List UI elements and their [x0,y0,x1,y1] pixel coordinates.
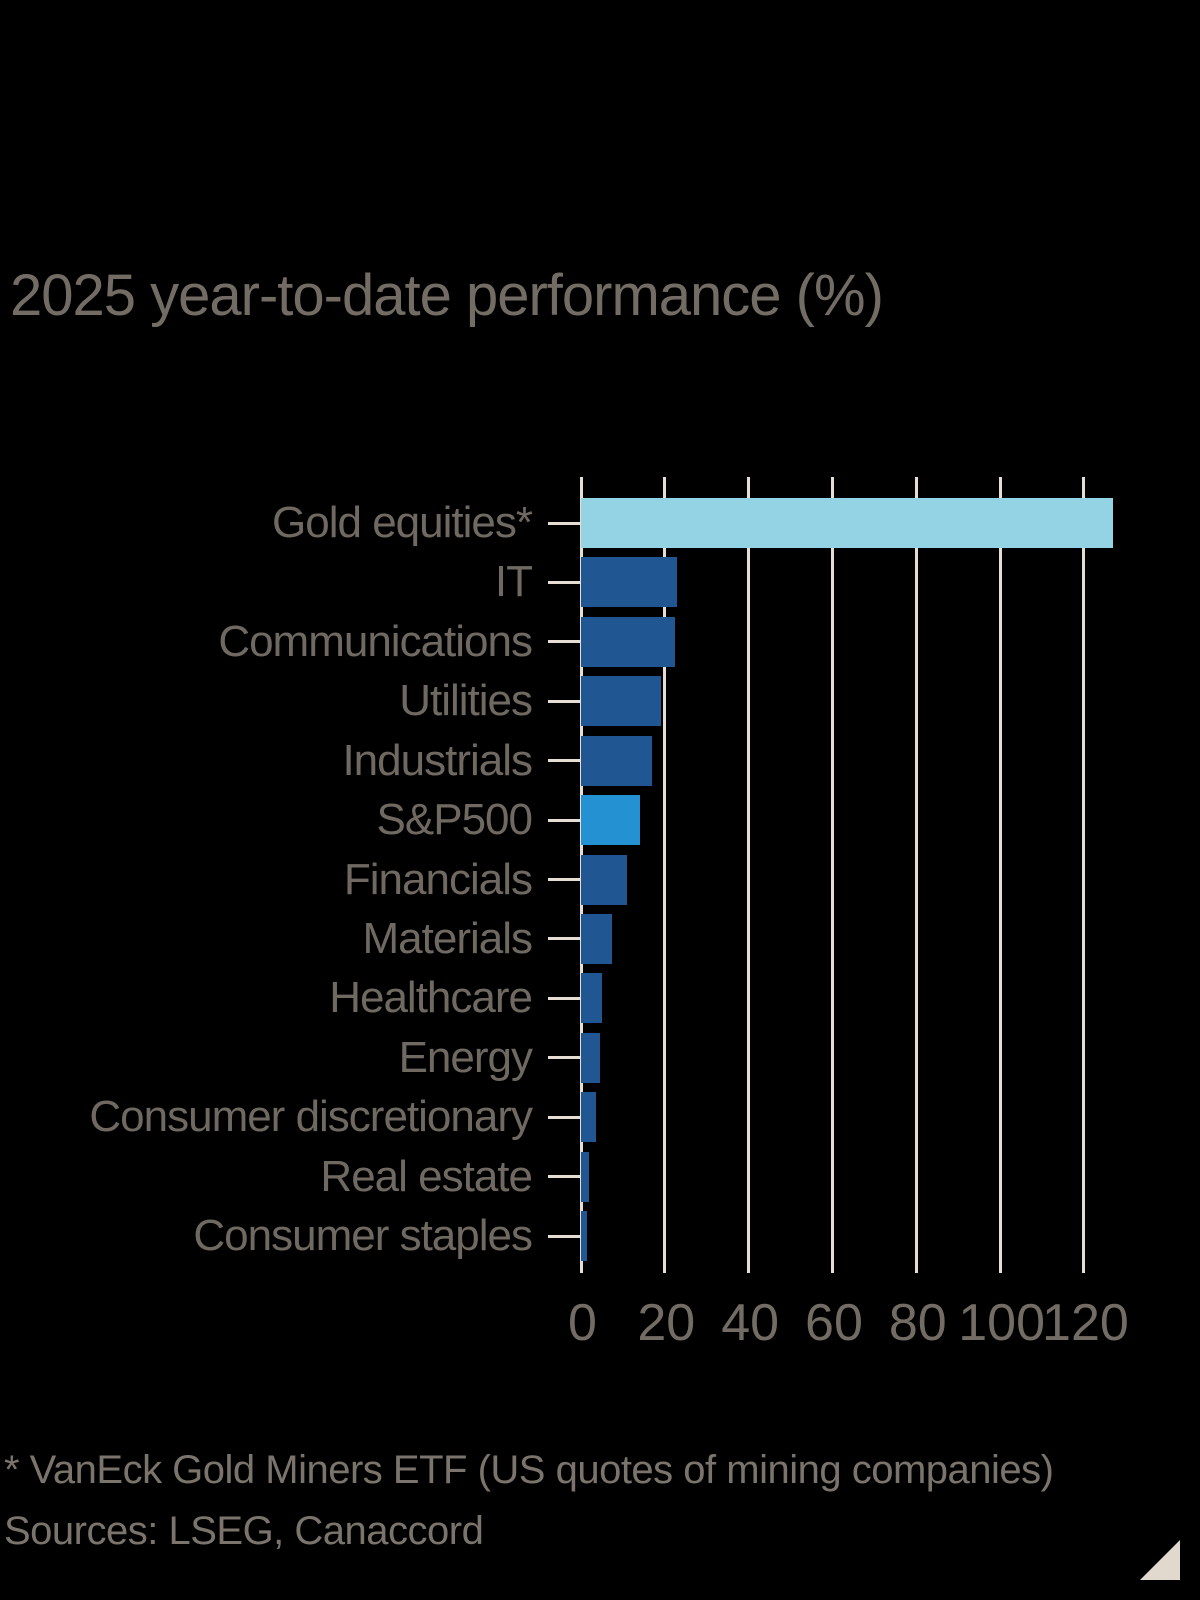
category-tick [548,818,581,822]
category-label: Real estate [320,1151,533,1201]
category-tick [548,1175,581,1179]
x-tick-label-60: 60 [805,1294,863,1352]
category-tick [548,1234,581,1238]
bar [581,1092,596,1143]
category-tick [548,580,581,584]
category-tick [548,996,581,1000]
category-tick [548,759,581,763]
gridline-100 [998,477,1002,1273]
category-label: S&P500 [376,795,533,845]
bar [581,557,678,608]
bar [581,854,628,905]
category-label: Energy [398,1032,533,1082]
category-tick [548,521,581,525]
category-label: Industrials [342,735,533,785]
x-tick-label-120: 120 [1042,1294,1129,1352]
category-tick [548,1056,581,1060]
gridline-40 [747,477,751,1273]
bar [581,973,602,1024]
category-tick [548,937,581,941]
bar [581,676,661,727]
category-label: IT [494,557,533,607]
x-tick-label-20: 20 [637,1294,696,1352]
category-label: Consumer discretionary [89,1092,533,1142]
bar [581,498,1114,548]
bar [581,735,653,786]
chart-footnote: * VanEck Gold Miners ETF (US quotes of m… [4,1440,1054,1562]
footnote-line-1: * VanEck Gold Miners ETF (US quotes of m… [4,1448,1054,1492]
category-tick [548,1115,581,1119]
bar [581,913,613,964]
category-label: Utilities [399,676,533,726]
bar [581,1032,600,1083]
category-label: Financials [343,854,533,904]
gridline-60 [830,477,834,1273]
bar [581,1211,588,1262]
category-label: Consumer staples [193,1211,533,1261]
x-tick-label-40: 40 [721,1294,780,1352]
category-tick [548,699,581,703]
bar [581,616,676,667]
category-label: Gold equities* [272,498,533,547]
category-label: Materials [362,913,534,963]
corner-triangle-logo [1140,1540,1180,1580]
category-label: Healthcare [329,973,533,1023]
gridline-80 [914,477,918,1273]
x-tick-label-80: 80 [888,1294,947,1352]
category-tick [548,878,581,882]
gridline-20 [663,477,667,1273]
x-tick-label-0: 0 [568,1294,597,1352]
category-label: Communications [218,616,533,666]
category-tick [548,640,581,644]
footnote-line-2: Sources: LSEG, Canaccord [4,1509,484,1553]
bar [581,795,640,846]
gridline-120 [1082,477,1086,1273]
chart-title: 2025 year-to-date performance (%) [10,263,884,328]
bar [581,1151,590,1202]
x-tick-label-100: 100 [958,1294,1045,1352]
